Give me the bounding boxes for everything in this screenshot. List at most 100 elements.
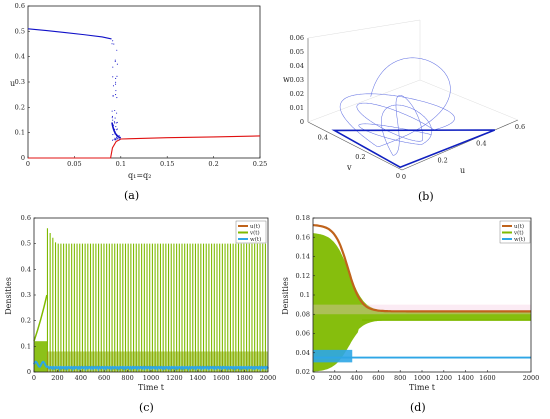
panel-a-xlabel: q₁=q₂ — [128, 171, 151, 180]
panel-a-ytick-label: 0.4 — [15, 53, 25, 61]
panel-b-u-tick-label: 0.2 — [437, 156, 447, 164]
panel-a-transition-point — [112, 119, 114, 121]
panel-a-ticks: 0 0.05 0.1 0.15 0.2 0.25 0 0.1 0.2 0.3 0.4 0.5 0.6 — [15, 2, 268, 168]
panel-a-transition-point — [114, 83, 117, 85]
panel-a-transition-point — [113, 139, 115, 141]
panel-b-trajectory-line — [339, 57, 455, 156]
panel-d-ytick-label: 0.06 — [296, 330, 310, 338]
panel-a-transition-point — [114, 109, 116, 112]
panel-c-ytick-label: 0.6 — [21, 214, 31, 222]
panel-a-transition-point — [118, 135, 120, 137]
panel-a-transition-point — [112, 66, 114, 68]
panel-c-transient-rise — [33, 294, 48, 342]
panel-b-w-tick-label: 0.06 — [290, 34, 304, 42]
panel-a-label: (a) — [124, 189, 139, 202]
panel-d-marks — [313, 224, 531, 372]
panel-d-u-series — [313, 224, 531, 313]
panel-a-ytick-label: 0.5 — [15, 27, 25, 35]
panel-c-xtick-label: 400 — [75, 374, 87, 382]
panel-a-transition-point — [112, 40, 114, 42]
panel-b-limit-cycle — [331, 129, 496, 169]
panel-c-xtick-label: 1400 — [190, 374, 207, 382]
panel-a-transition-point — [111, 115, 113, 118]
panel-a-transition-point — [114, 117, 116, 119]
panel-d-legend: u(t)v(t)w(t) — [499, 220, 531, 244]
panel-a-transition-point — [116, 128, 118, 130]
panel-a-xtick-label: 0.05 — [67, 160, 81, 168]
panel-b-back-edge-2 — [419, 79, 519, 121]
panel-d-ticks: 0 200 400 600 800 1000 1200 1400 1600 2000 0.02 0.0… — [296, 214, 540, 382]
panel-b-u-tick-label: 0.4 — [476, 140, 486, 148]
panel-d-xtick-label: 1200 — [436, 374, 453, 382]
panel-b-w-tick-label: 0.02 — [290, 90, 304, 98]
panel-a-series-1-line — [28, 135, 261, 159]
panel-a-transition-point — [114, 137, 116, 139]
panel-b-u-tick-label: 0.6 — [515, 123, 525, 131]
panel-d-xlabel: Time t — [409, 383, 436, 392]
panel-a-transition-point — [115, 90, 117, 92]
panel-d: 0 200 400 600 800 1000 1200 1400 1600 2000 0.02 0.0… — [281, 214, 539, 414]
panel-d-xtick-label: 400 — [350, 374, 362, 382]
panel-c-label: (c) — [139, 401, 154, 414]
panel-c-legend-label: w(t) — [250, 236, 261, 243]
panel-c-ticks: 0 200 400 600 800 1000 1200 1400 1600 1800 2000 0 0.… — [21, 214, 277, 382]
panel-c-xtick-label: 200 — [51, 374, 63, 382]
panel-c-xtick-label: 800 — [121, 374, 133, 382]
panel-c-ylabel: Densities — [4, 277, 13, 315]
panel-d-legend-label: v(t) — [513, 230, 524, 237]
panel-d-xtick-label: 1000 — [414, 374, 431, 382]
panel-a-transition-point — [114, 59, 116, 61]
panel-a-ylabel: u — [10, 79, 15, 88]
panel-d-xtick-label: 0 — [311, 374, 315, 382]
panel-b-v-axis — [307, 121, 403, 171]
panel-a-transition-point — [116, 122, 118, 124]
panel-a-transition-point — [116, 49, 118, 51]
panel-a-transition-point — [117, 137, 119, 140]
panel-c-xtick-label: 600 — [98, 374, 110, 382]
panel-c-xtick-label: 2000 — [260, 374, 277, 382]
panel-b-zlabel: w — [283, 75, 290, 84]
panel-d-ytick-label: 0.18 — [296, 214, 310, 222]
panel-a-ytick-label: 0 — [21, 154, 25, 162]
panel-a-transition-point — [113, 121, 115, 123]
panel-c-xtick-label: 0 — [32, 374, 36, 382]
panel-a-frame — [27, 5, 261, 159]
panel-b-u-axis — [401, 119, 519, 171]
panel-a-transition-point — [116, 97, 118, 99]
panel-a-blue-lower-branch — [111, 122, 122, 139]
panel-b-back-edge — [307, 79, 421, 123]
panel-b-back-edge-4 — [307, 19, 421, 39]
panel-d-ylabel: Densities — [281, 277, 290, 315]
panel-a-transition-point — [111, 139, 114, 141]
panel-c-legend-label: u(t) — [250, 223, 260, 230]
panel-c-ytick-label: 0.1 — [21, 342, 31, 350]
panel-a-transition-point — [113, 43, 115, 45]
panel-d-ytick-label: 0.14 — [296, 253, 310, 261]
panel-c-w-series — [33, 360, 269, 372]
panel-a-transition-point — [115, 139, 117, 141]
panel-d-xtick-label: 200 — [329, 374, 341, 382]
panel-b-xlabel: u — [460, 166, 465, 175]
panel-a: 0 0.05 0.1 0.15 0.2 0.25 0 0.1 0.2 0.3 0.4 0.5 0.6 u… — [10, 2, 267, 202]
panel-b-v-tick-label: 0.2 — [355, 153, 365, 161]
panel-c-xtick-label: 1600 — [213, 374, 230, 382]
panel-c-xtick-label: 1800 — [236, 374, 253, 382]
panel-a-ytick-label: 0.3 — [15, 78, 25, 86]
panel-a-transition-point — [114, 122, 116, 124]
panel-d-xtick-label: 600 — [372, 374, 384, 382]
panel-b-ylabel: v — [346, 163, 352, 172]
panel-d-xtick-label: 800 — [394, 374, 406, 382]
panel-a-transition-point — [116, 138, 118, 140]
panel-a-transition-point — [111, 110, 113, 112]
panel-d-label: (d) — [410, 401, 426, 414]
panel-b-w-tick-label: 0.03 — [290, 76, 304, 84]
panel-d-legend-label: w(t) — [514, 236, 525, 243]
panel-a-transition-point — [115, 81, 117, 83]
panel-a-transition-point — [114, 60, 116, 63]
panel-a-xtick-label: 0 — [26, 160, 30, 168]
panel-d-xtick-label: 1400 — [457, 374, 474, 382]
panel-d-ytick-label: 0.02 — [296, 368, 310, 376]
panel-b-w-tick-label: 0.05 — [290, 48, 304, 56]
panel-c-ytick-label: 0 — [27, 368, 31, 376]
panel-c-marks — [33, 228, 269, 372]
